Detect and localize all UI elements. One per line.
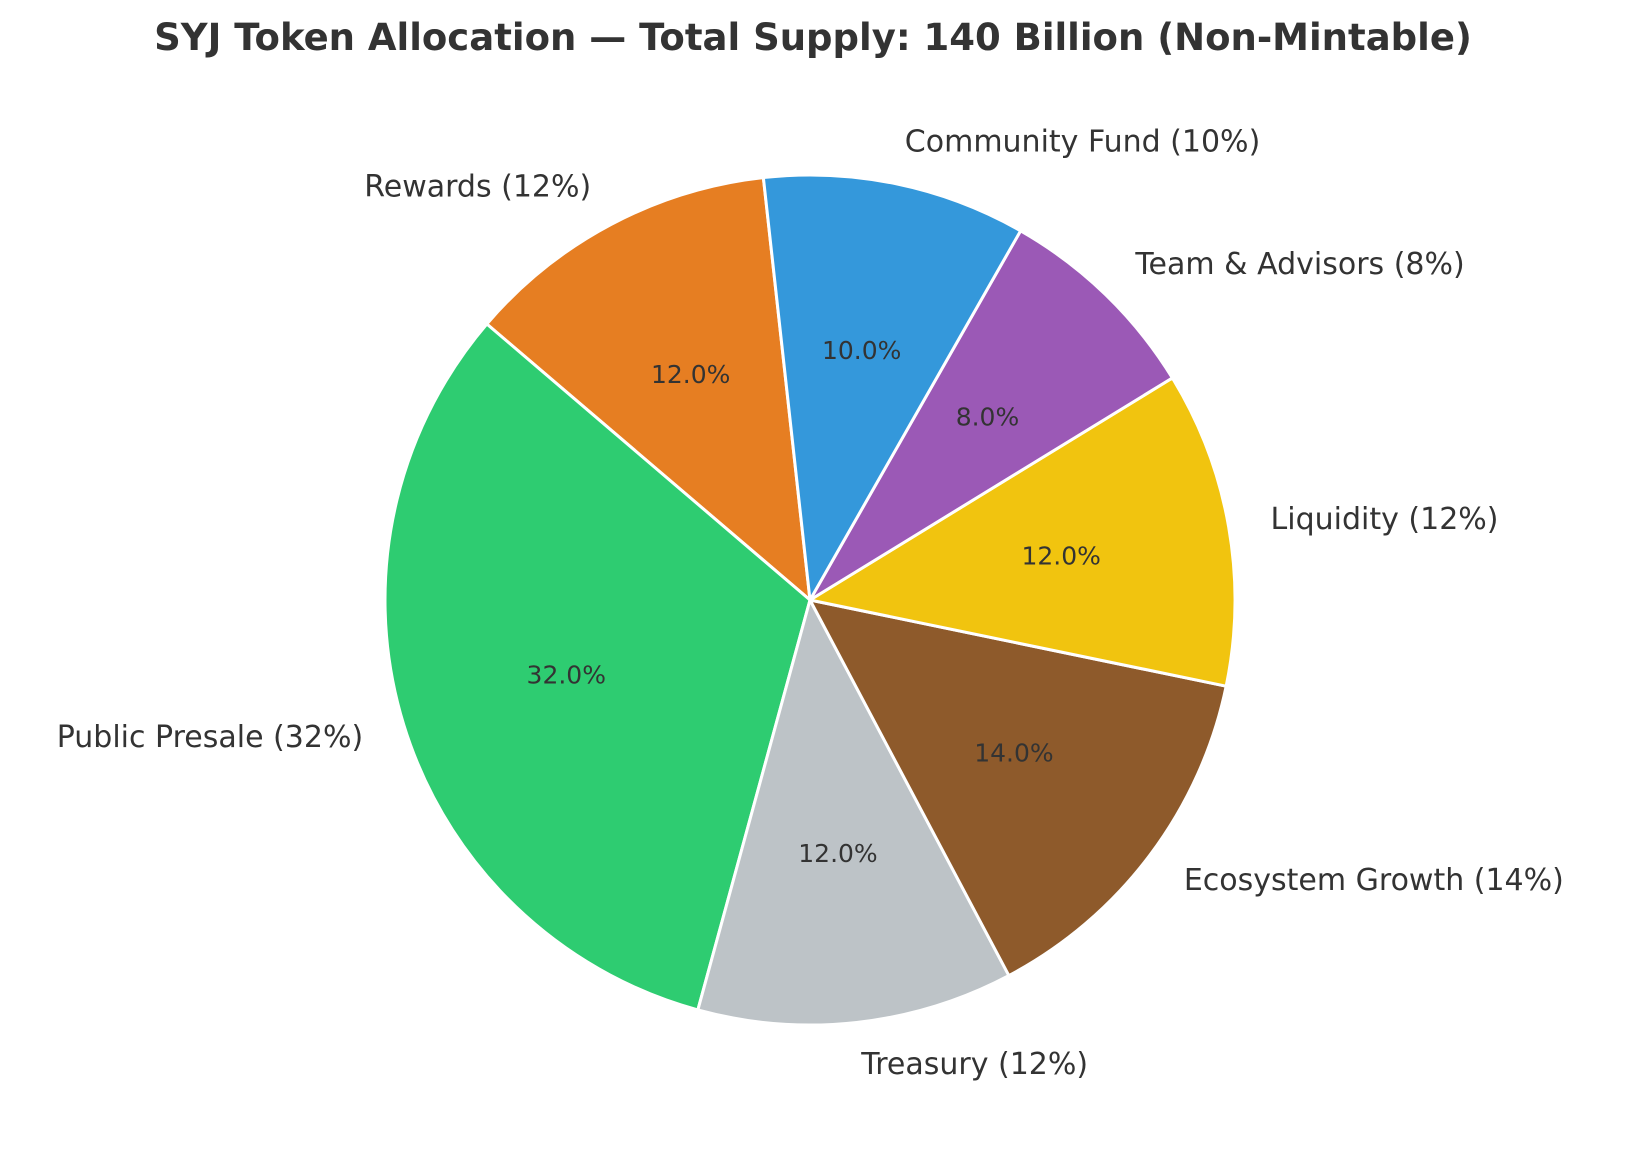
pct-label-treasury: 12.0%	[798, 839, 877, 868]
pie-percent-labels: 12.0% 32.0% 12.0% 14.0% 12.0% 8.0% 10.0%	[527, 336, 1101, 868]
slice-label-ecosystem-growth: Ecosystem Growth (14%)	[1184, 863, 1564, 898]
pie-slice-ecosystem-growth	[808, 598, 1228, 978]
slice-label-team-and-advisors: Team & Advisors (8%)	[1134, 247, 1464, 282]
pct-label-liquidity: 12.0%	[1021, 542, 1100, 571]
pie-slice-team-and-advisors	[808, 229, 1174, 602]
pie-slice-treasury	[696, 598, 1011, 1027]
pct-label-team-and-advisors: 8.0%	[956, 402, 1020, 431]
chart-title: SYJ Token Allocation — Total Supply: 140…	[154, 16, 1472, 59]
pct-label-ecosystem-growth: 14.0%	[974, 739, 1053, 768]
pie-slice-community-fund	[761, 173, 1023, 602]
pct-label-community-fund: 10.0%	[822, 336, 901, 365]
pie-slice-public-presale	[383, 322, 812, 1012]
pie-slice-liquidity	[808, 376, 1237, 688]
slice-label-treasury: Treasury (12%)	[860, 1047, 1088, 1082]
pct-label-public-presale: 32.0%	[527, 660, 606, 689]
slice-label-rewards: Rewards (12%)	[364, 169, 591, 204]
pie-slice-labels: Rewards (12%) Public Presale (32%) Treasur…	[57, 125, 1564, 1082]
slice-label-liquidity: Liquidity (12%)	[1271, 502, 1499, 537]
pct-label-rewards: 12.0%	[651, 360, 730, 389]
slice-label-public-presale: Public Presale (32%)	[57, 720, 363, 755]
slice-label-community-fund: Community Fund (10%)	[905, 125, 1260, 160]
pie-slices	[383, 173, 1237, 1027]
pie-slice-rewards	[485, 176, 812, 602]
